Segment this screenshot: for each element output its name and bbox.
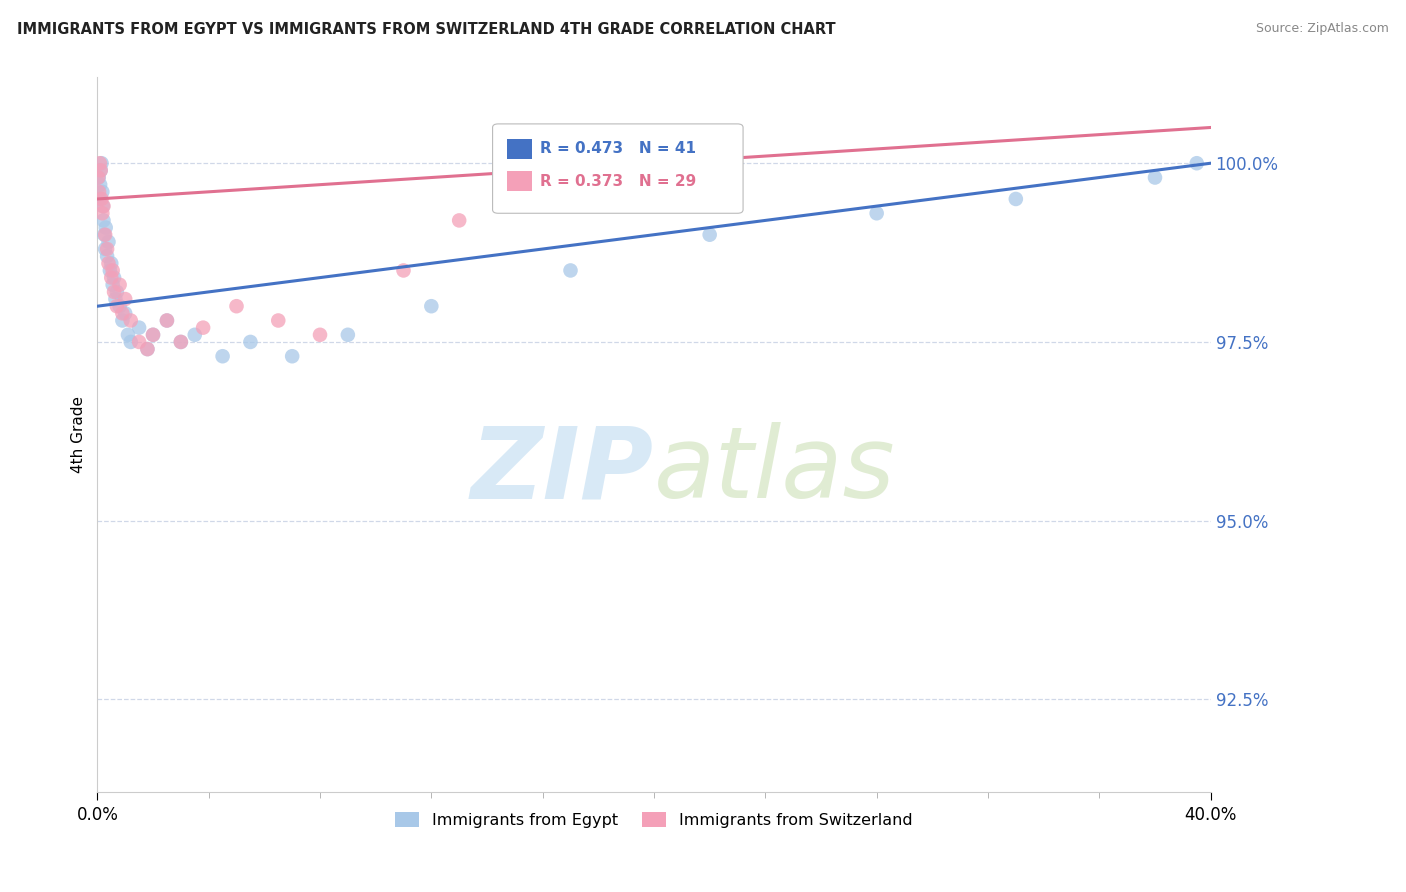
Point: [699, 227, 721, 242]
Point: [97, 235, 120, 249]
Point: [120, 313, 142, 327]
Point: [98, 263, 121, 277]
Point: [211, 349, 233, 363]
Point: [184, 327, 207, 342]
Point: [191, 320, 214, 334]
Point: [90, 192, 112, 206]
Legend: Immigrants from Egypt, Immigrants from Switzerland: Immigrants from Egypt, Immigrants from S…: [389, 806, 920, 834]
Point: [136, 342, 159, 356]
Point: [420, 299, 443, 313]
Point: [128, 320, 150, 334]
Text: IMMIGRANTS FROM EGYPT VS IMMIGRANTS FROM SWITZERLAND 4TH GRADE CORRELATION CHART: IMMIGRANTS FROM EGYPT VS IMMIGRANTS FROM…: [17, 22, 835, 37]
Point: [142, 327, 165, 342]
Point: [170, 334, 193, 349]
Point: [225, 299, 247, 313]
Point: [336, 327, 359, 342]
Point: [93, 199, 115, 213]
Point: [94, 227, 117, 242]
Point: [239, 334, 262, 349]
Point: [87, 185, 110, 199]
Point: [128, 334, 150, 349]
Y-axis label: 4th Grade: 4th Grade: [72, 396, 86, 474]
Text: Source: ZipAtlas.com: Source: ZipAtlas.com: [1256, 22, 1389, 36]
Point: [136, 342, 159, 356]
Point: [111, 313, 134, 327]
Point: [120, 334, 142, 349]
Point: [89, 192, 111, 206]
Point: [100, 270, 122, 285]
Point: [97, 256, 120, 270]
Point: [117, 327, 139, 342]
Point: [87, 170, 110, 185]
FancyBboxPatch shape: [492, 124, 742, 213]
Text: R = 0.473   N = 41: R = 0.473 N = 41: [540, 142, 696, 156]
Point: [281, 349, 304, 363]
Point: [90, 156, 112, 170]
Point: [104, 292, 127, 306]
Point: [89, 178, 111, 192]
Point: [94, 220, 117, 235]
Point: [170, 334, 193, 349]
Point: [91, 206, 114, 220]
Point: [108, 299, 131, 313]
Point: [392, 263, 415, 277]
Point: [114, 306, 136, 320]
Point: [309, 327, 332, 342]
Text: R = 0.373   N = 29: R = 0.373 N = 29: [540, 174, 697, 188]
Point: [101, 277, 124, 292]
Point: [100, 256, 122, 270]
Point: [142, 327, 165, 342]
Point: [90, 163, 112, 178]
Point: [96, 242, 118, 256]
Point: [111, 306, 134, 320]
Point: [156, 313, 179, 327]
Point: [93, 213, 115, 227]
Point: [91, 199, 114, 213]
Point: [105, 299, 128, 313]
Point: [96, 249, 118, 263]
Point: [94, 242, 117, 256]
Point: [87, 170, 110, 185]
Point: [103, 270, 125, 285]
Point: [1185, 156, 1208, 170]
Point: [89, 156, 111, 170]
Point: [114, 292, 136, 306]
Point: [101, 263, 124, 277]
Point: [108, 277, 131, 292]
FancyBboxPatch shape: [508, 139, 531, 159]
Point: [105, 285, 128, 299]
Point: [1143, 170, 1166, 185]
Point: [91, 185, 114, 199]
Text: atlas: atlas: [654, 422, 896, 519]
FancyBboxPatch shape: [508, 171, 531, 191]
Point: [449, 213, 471, 227]
Point: [267, 313, 290, 327]
Point: [93, 227, 115, 242]
Point: [90, 163, 112, 178]
Point: [866, 206, 889, 220]
Text: ZIP: ZIP: [471, 422, 654, 519]
Point: [560, 263, 582, 277]
Point: [1004, 192, 1026, 206]
Point: [103, 285, 125, 299]
Point: [156, 313, 179, 327]
